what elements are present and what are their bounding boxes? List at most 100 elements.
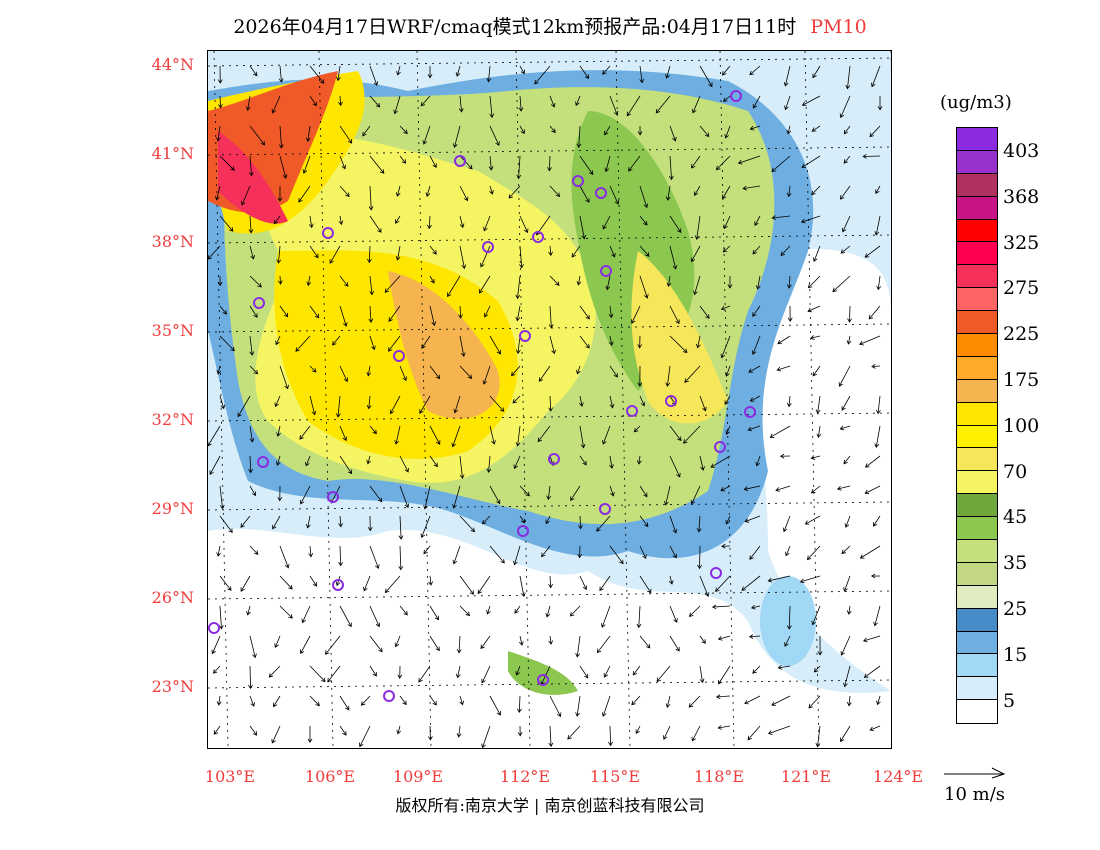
wind-arrow — [864, 245, 881, 258]
wind-arrow — [608, 305, 614, 319]
wind-arrow — [859, 545, 881, 559]
wind-arrow — [399, 155, 407, 164]
wind-arrow — [299, 485, 311, 505]
wind-arrow — [779, 453, 791, 459]
wind-arrow — [575, 695, 581, 717]
wind-arrow — [784, 635, 791, 647]
wind-arrow — [567, 725, 581, 740]
colorbar-segment — [957, 700, 997, 724]
wind-arrow — [329, 245, 341, 264]
wind-arrow — [699, 305, 710, 319]
wind-arrow — [859, 335, 881, 346]
wind-arrow — [862, 153, 881, 159]
colorbar-segment — [957, 517, 997, 541]
wind-arrow — [516, 155, 522, 180]
colorbar-segment — [957, 173, 997, 197]
wind-arrow — [488, 155, 494, 171]
wind-arrow — [602, 425, 611, 445]
wind-arrow — [419, 395, 431, 414]
wind-arrow — [605, 275, 611, 291]
colorbar-segment — [957, 402, 997, 426]
wind-arrow — [248, 455, 254, 474]
wind-arrow — [275, 455, 281, 466]
wind-arrow — [752, 245, 761, 255]
wind-arrow — [549, 275, 560, 286]
colorbar-label: 225 — [1003, 323, 1040, 346]
wind-arrow — [369, 545, 380, 569]
wind-arrow — [489, 485, 501, 505]
colorbar-label: 175 — [1003, 369, 1040, 391]
wind-arrow — [639, 395, 646, 407]
wind-arrow — [429, 425, 441, 445]
wind-arrow — [749, 395, 761, 402]
wind-arrow — [248, 155, 254, 177]
wind-arrow — [429, 635, 440, 652]
wind-arrow — [421, 335, 431, 349]
wind-arrow — [389, 395, 401, 415]
wind-arrow — [699, 455, 705, 471]
colorbar-segment — [957, 356, 997, 380]
wind-arrow — [786, 395, 792, 408]
wind-arrow — [486, 605, 491, 615]
lat-lon-gridlines — [207, 50, 906, 749]
wind-arrow — [369, 635, 383, 653]
wind-arrow — [483, 305, 491, 318]
wind-arrow — [777, 664, 791, 670]
wind-arrow — [278, 125, 284, 149]
wind-arrow — [489, 335, 501, 355]
wind-arrow — [548, 395, 553, 412]
wind-arrow — [299, 425, 311, 440]
wind-arrow — [459, 605, 471, 617]
wind-arrow — [452, 545, 461, 565]
wind-reference: 10 m/s — [944, 763, 1006, 805]
lat-label: 38°N — [151, 232, 194, 251]
colorbar-label: 45 — [1003, 506, 1028, 529]
colorbar-label: 25 — [1003, 598, 1028, 620]
lon-label: 115°E — [589, 767, 641, 786]
legend-unit: (ug/m3) — [940, 92, 1012, 113]
colorbar-segment — [957, 562, 997, 586]
wind-arrow — [219, 215, 234, 232]
wind-arrow — [427, 65, 433, 79]
wind-arrow — [811, 125, 821, 132]
wind-arrow — [240, 515, 251, 528]
wind-arrow — [870, 573, 881, 579]
latitude-line — [207, 234, 892, 244]
wind-arrow — [395, 215, 401, 224]
wind-arrow — [771, 155, 791, 173]
reference-arrow-icon — [944, 767, 1006, 779]
wind-arrow — [609, 365, 618, 378]
wind-arrow — [786, 185, 792, 198]
wind-arrow — [690, 485, 701, 505]
wind-arrow — [721, 543, 731, 549]
wind-arrow — [388, 335, 401, 352]
wind-arrow — [480, 635, 491, 650]
wind-arrow — [249, 275, 262, 288]
wind-arrow — [456, 635, 462, 654]
wind-arrow — [639, 275, 649, 299]
wind-arrow — [481, 515, 491, 525]
wind-arrow — [721, 65, 731, 76]
wind-arrow — [869, 725, 881, 732]
wind-arrow — [219, 575, 232, 591]
wind-arrow — [663, 725, 671, 740]
wind-arrow — [725, 425, 731, 435]
wind-arrow — [608, 725, 613, 747]
wind-arrow — [427, 725, 433, 741]
colorbar-segment — [957, 540, 997, 563]
wind-arrow — [875, 185, 881, 195]
wind-arrow — [518, 95, 524, 112]
wind-arrow — [722, 185, 731, 200]
wind-arrow — [249, 335, 255, 356]
wind-arrow — [548, 245, 553, 257]
wind-arrow — [300, 635, 311, 655]
wind-arrow — [604, 125, 611, 136]
wind-arrow — [420, 515, 431, 539]
wind-arrow — [479, 275, 491, 294]
wind-arrow — [458, 305, 463, 319]
wind-arrow — [302, 155, 311, 174]
wind-arrow — [548, 305, 554, 329]
wind-arrow — [639, 575, 652, 594]
wind-arrow — [843, 125, 851, 135]
wind-arrow — [777, 335, 791, 345]
